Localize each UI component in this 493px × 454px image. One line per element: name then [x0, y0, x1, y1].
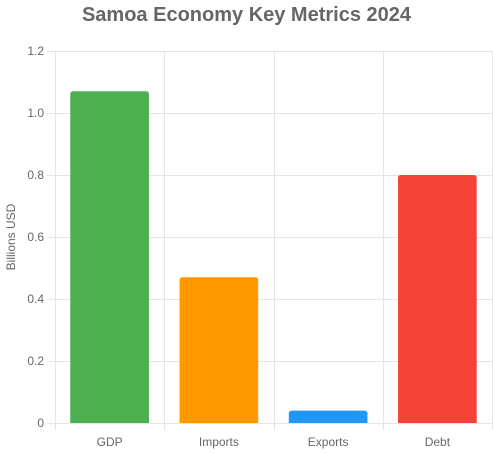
- bars: [70, 91, 477, 424]
- y-tick-label: 0.4: [27, 292, 44, 306]
- chart-title: Samoa Economy Key Metrics 2024: [81, 4, 412, 26]
- x-axis-ticks: GDP Imports Exports Debt: [97, 435, 451, 449]
- y-tick-label: 0: [37, 416, 44, 430]
- x-tick-label: Exports: [308, 435, 349, 449]
- x-tick-label: Debt: [425, 435, 451, 449]
- bar-exports: [288, 410, 368, 423]
- bar-gdp: [70, 91, 149, 424]
- bar-imports: [179, 277, 259, 423]
- y-tick-label: 0.8: [27, 168, 44, 182]
- y-axis-title: Billions USD: [4, 203, 18, 270]
- bar-debt: [398, 175, 477, 423]
- y-tick-label: 0.6: [27, 230, 44, 244]
- y-tick-label: 1.2: [27, 44, 44, 58]
- x-tick-label: GDP: [97, 435, 123, 449]
- x-tick-label: Imports: [199, 435, 239, 449]
- y-tick-label: 1.0: [27, 106, 44, 120]
- y-axis-ticks: 0 0.2 0.4 0.6 0.8 1.0 1.2: [27, 44, 44, 430]
- y-tick-label: 0.2: [27, 354, 44, 368]
